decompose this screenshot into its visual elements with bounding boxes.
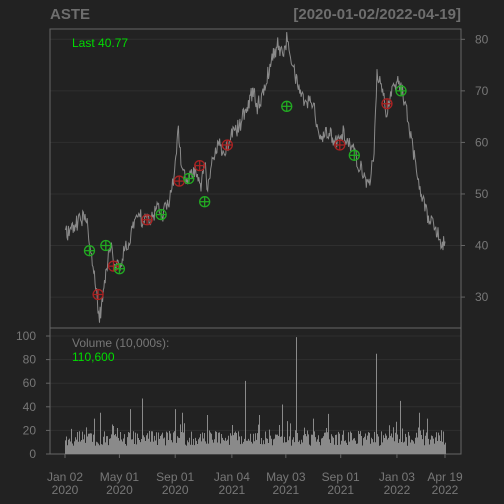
- volume-y-tick-label: 20: [23, 423, 37, 437]
- date-range-title: [2020-01-02/2022-04-19]: [293, 6, 461, 23]
- volume-y-tick-label: 100: [16, 329, 36, 343]
- price-y-tick-label: 70: [475, 84, 489, 98]
- x-tick-year: 2020: [162, 483, 189, 497]
- volume-y-tick-label: 40: [23, 400, 37, 414]
- x-tick-year: 2021: [219, 483, 246, 497]
- x-tick-year: 2022: [432, 483, 459, 497]
- x-tick-label: Jan 03: [379, 470, 415, 484]
- buy-marker: [101, 241, 111, 251]
- symbol-title: ASTE: [50, 6, 90, 23]
- price-y-tick-label: 50: [475, 187, 489, 201]
- buy-marker: [114, 264, 124, 274]
- price-y-tick-label: 60: [475, 135, 489, 149]
- x-tick-label: Sep 01: [322, 470, 360, 484]
- buy-marker: [396, 86, 406, 96]
- volume-label: Volume (10,000s):: [72, 336, 169, 350]
- x-tick-year: 2021: [272, 483, 299, 497]
- x-tick-year: 2020: [52, 483, 79, 497]
- x-tick-year: 2022: [384, 483, 411, 497]
- volume-value: 110,600: [72, 350, 115, 364]
- sell-marker: [142, 215, 152, 225]
- price-y-tick-label: 80: [475, 32, 489, 46]
- buy-marker: [282, 101, 292, 111]
- volume-y-tick-label: 0: [29, 447, 36, 461]
- buy-marker: [156, 210, 166, 220]
- buy-marker: [200, 197, 210, 207]
- x-tick-label: May 03: [266, 470, 306, 484]
- sell-marker: [93, 289, 103, 299]
- last-price-label: Last 40.77: [72, 36, 128, 50]
- sell-marker: [109, 261, 119, 271]
- volume-y-tick-label: 80: [23, 353, 37, 367]
- sell-marker: [174, 176, 184, 186]
- buy-marker: [184, 174, 194, 184]
- sell-marker: [195, 161, 205, 171]
- x-tick-year: 2020: [106, 483, 133, 497]
- sell-marker: [382, 99, 392, 109]
- buy-marker: [349, 150, 359, 160]
- x-tick-label: Sep 01: [156, 470, 194, 484]
- price-y-tick-label: 30: [475, 290, 489, 304]
- buy-marker: [84, 246, 94, 256]
- price-y-tick-label: 40: [475, 239, 489, 253]
- x-tick-label: Jan 02: [47, 470, 83, 484]
- volume-y-tick-label: 60: [23, 376, 37, 390]
- x-tick-label: Jan 04: [214, 470, 250, 484]
- x-tick-label: May 01: [100, 470, 140, 484]
- sell-marker: [222, 140, 232, 150]
- x-tick-label: Apr 19: [427, 470, 463, 484]
- sell-marker: [335, 140, 345, 150]
- x-tick-year: 2021: [327, 483, 354, 497]
